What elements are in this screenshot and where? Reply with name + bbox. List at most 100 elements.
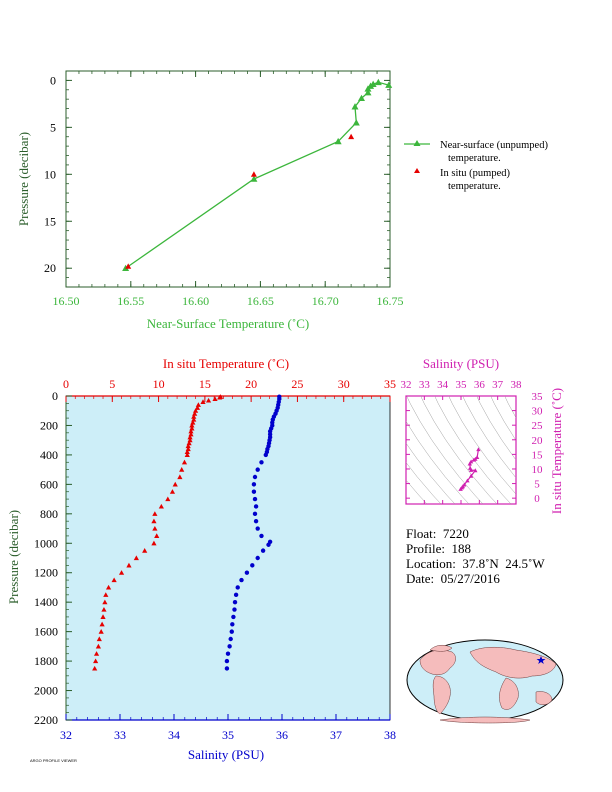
temperature-point [193, 408, 199, 413]
temperature-point [158, 503, 164, 509]
temperature-point [185, 443, 191, 449]
pressure-tick-label: 200 [40, 418, 58, 432]
ts-temperature-tick-label: 10 [532, 464, 544, 476]
salinity-point [231, 614, 236, 620]
ts-point [458, 486, 463, 491]
salinity-point [260, 548, 266, 553]
top-chart-frame [65, 70, 391, 288]
temperature-tick-label: 25 [291, 377, 303, 391]
near-surface-point [122, 264, 130, 272]
legend-marker-in-situ [414, 168, 420, 173]
salinity-point [235, 585, 240, 590]
top-chart-legend: Near-surface (unpumped) temperature. In … [404, 140, 548, 192]
top-x-tick-label: 16.50 [53, 294, 80, 308]
pressure-tick-label: 600 [40, 477, 58, 491]
temperature-point [103, 592, 109, 597]
temperature-tick-label: 15 [199, 377, 211, 391]
ts-chart-frame [405, 395, 517, 505]
salinity-tick-label: 35 [222, 728, 234, 742]
ts-point [471, 457, 477, 462]
profile-number: Profile: 188 [406, 541, 471, 556]
temperature-point [188, 428, 194, 434]
salinity-point [252, 496, 258, 502]
top-chart-ticks [65, 71, 391, 287]
density-contour [490, 396, 516, 441]
temperature-point [93, 658, 99, 664]
salinity-point [253, 504, 259, 509]
temperature-point [181, 459, 188, 465]
pressure-tick-label: 1200 [34, 566, 58, 580]
temperature-point [200, 399, 206, 404]
ts-salinity-tick-label: 34 [437, 379, 449, 391]
density-contour [406, 420, 470, 504]
ts-point [468, 473, 474, 478]
ts-temperature-tick-label: 0 [534, 493, 540, 505]
top-y-tick-label: 10 [44, 167, 56, 181]
ts-salinity-tick-label: 35 [456, 379, 468, 391]
map-continents [419, 645, 557, 724]
top-y-tick-label: 5 [50, 120, 56, 134]
salinity-point [259, 460, 264, 465]
temperature-point [188, 431, 194, 437]
temperature-tick-label: 30 [338, 377, 350, 391]
salinity-point [251, 482, 257, 487]
density-contour [406, 396, 484, 504]
salinity-point [230, 622, 235, 627]
density-contour [434, 396, 512, 504]
temperature-point [205, 397, 212, 403]
temperature-point [217, 394, 223, 400]
temperature-point [102, 599, 108, 605]
temperature-point [152, 525, 158, 531]
top-x-tick-label: 16.75 [377, 294, 404, 308]
salinity-tick-label: 33 [114, 728, 126, 742]
ts-point [473, 468, 478, 473]
salinity-point [228, 636, 233, 642]
near-surface-point [364, 85, 372, 92]
ts-salinity-tick-label: 36 [474, 379, 486, 391]
salinity-point [239, 577, 244, 583]
pressure-tick-label: 1600 [34, 625, 58, 639]
pressure-tick-label: 400 [40, 448, 58, 462]
ts-temperature-tick-label: 25 [532, 420, 544, 432]
temperature-point [177, 474, 183, 480]
ts-point [465, 478, 470, 483]
legend-marker-near-surface [413, 140, 421, 146]
salinity-point [255, 467, 260, 472]
temperature-point [186, 440, 192, 446]
footer-credit: ARGO PROFILE VIEWER [30, 758, 77, 763]
near-surface-point [250, 175, 258, 182]
profile-ylabel: Pressure (decibar) [6, 510, 21, 604]
near-surface-temperature-chart: 16.50 16.55 16.60 16.65 16.70 16.75 0 5 10 15 20 N… [16, 70, 548, 331]
density-contour [462, 396, 516, 479]
temperature-point [154, 533, 160, 538]
density-contour [504, 396, 516, 419]
ts-right-label: In situ Temperature (˚C) [549, 388, 564, 514]
salinity-point [233, 592, 239, 598]
density-contour [556, 386, 612, 534]
near-surface-point [352, 119, 360, 126]
temperature-point [169, 489, 176, 494]
temperature-point [185, 446, 191, 452]
density-contour [420, 396, 498, 504]
temperature-point [194, 405, 201, 410]
legend-near-surface-line2: temperature. [448, 153, 501, 164]
ts-top-label: Salinity (PSU) [423, 356, 499, 371]
temperature-point [105, 584, 112, 590]
temperature-tick-label: 35 [384, 377, 396, 391]
temperature-point [184, 452, 190, 457]
profile-top-label: In situ Temperature (˚C) [163, 356, 289, 371]
profile-chart-tick-labels: 32 33 34 35 36 37 38 0 5 10 15 20 25 30 35 0 200 400 600 80… [34, 377, 396, 742]
in-situ-point [250, 171, 257, 177]
temperature-point [187, 434, 193, 440]
legend-in-situ-line1: In situ (pumped) [440, 168, 510, 179]
legend-near-surface-line1: Near-surface (unpumped) [440, 140, 548, 151]
ts-point [476, 447, 481, 452]
temperature-point [142, 548, 148, 553]
top-x-tick-label: 16.55 [117, 294, 144, 308]
ts-point [474, 455, 480, 460]
temperature-point [195, 402, 201, 407]
pressure-tick-label: 0 [52, 389, 58, 403]
salinity-point [225, 651, 231, 656]
top-x-tick-label: 16.60 [182, 294, 209, 308]
